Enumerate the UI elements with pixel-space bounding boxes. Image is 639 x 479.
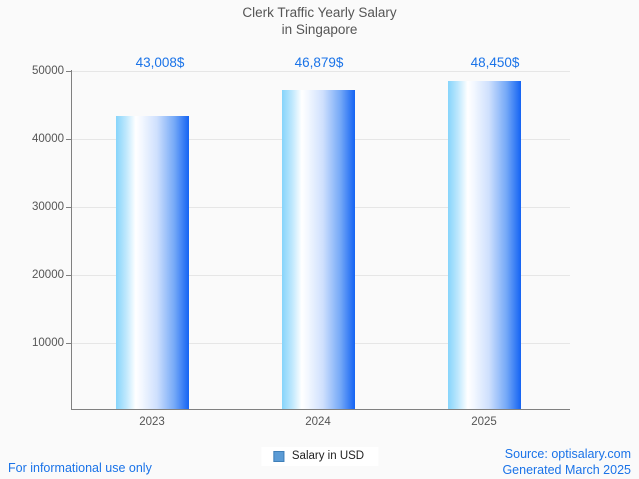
bar-value-label-2023: 43,008$ [135,55,185,70]
bar-value-label-2025: 48,450$ [470,55,520,70]
chart-title-line2: in Singapore [281,22,358,37]
footer-source: Source: optisalary.com [504,447,631,461]
bar-2024[interactable] [282,90,355,409]
y-tick-mark-10000 [66,343,72,344]
footer-disclaimer: For informational use only [8,461,152,475]
legend-swatch-icon [272,450,284,462]
x-tick-label-2023: 2023 [139,416,165,428]
chart-title-line1: Clerk Traffic Yearly Salary [242,5,397,20]
y-tick-mark-50000 [66,71,72,72]
y-axis-line [71,70,72,410]
x-tick-label-2025: 2025 [471,416,497,428]
footer-generated-date: Generated March 2025 [502,463,631,477]
y-tick-label: 20000 [32,269,64,281]
x-tick-label-2024: 2024 [305,416,331,428]
bar-2023[interactable] [116,116,189,409]
bar-value-label-2024: 46,879$ [294,55,344,70]
chart-title: Clerk Traffic Yearly Salary in Singapore [0,4,639,38]
bar-2025[interactable] [448,81,521,409]
y-tick-label: 40000 [32,133,64,145]
x-axis-line [71,409,570,410]
y-tick-mark-20000 [66,275,72,276]
y-tick-label: 50000 [32,65,64,77]
y-tick-mark-40000 [66,139,72,140]
y-tick-mark-30000 [66,207,72,208]
y-tick-label: 10000 [32,337,64,349]
chart-legend[interactable]: Salary in USD [260,447,379,466]
footer-attribution: Source: optisalary.com Generated March 2… [502,446,631,478]
gridline-50000 [72,71,570,72]
y-tick-label: 30000 [32,201,64,213]
legend-label-salary-in-usd: Salary in USD [291,450,365,462]
